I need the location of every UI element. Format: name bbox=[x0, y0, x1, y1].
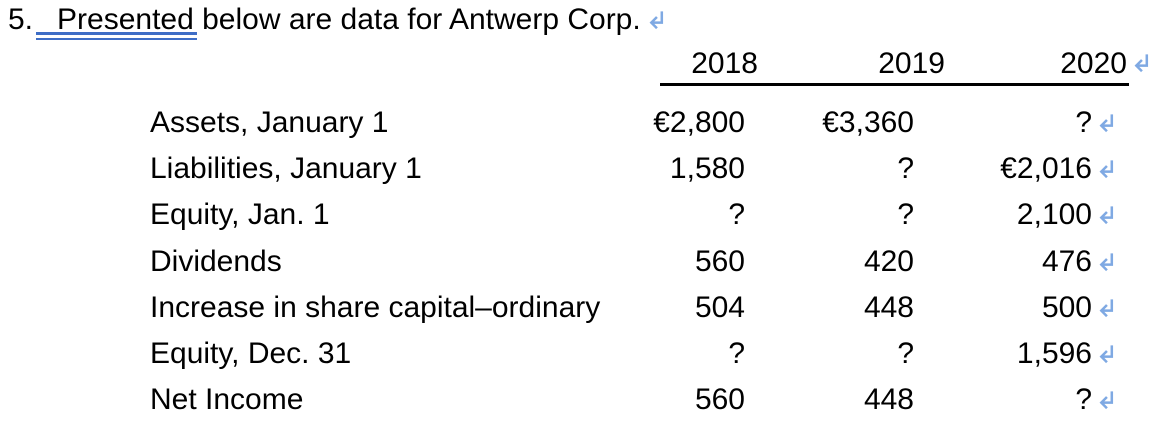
table-row: Net Income 560 448 ? bbox=[0, 377, 1154, 423]
cell-value: ? bbox=[728, 337, 745, 370]
cell-value: €2,016 bbox=[1000, 152, 1092, 186]
line-break-icon bbox=[1134, 54, 1149, 73]
cell-value: ? bbox=[1075, 106, 1092, 139]
question-number: 5. bbox=[8, 3, 34, 36]
row-label: Assets, January 1 bbox=[150, 106, 389, 139]
cell-value: 500 bbox=[1041, 290, 1092, 324]
question-title: 5. Presented below are data for Antwerp … bbox=[8, 0, 666, 40]
table-row: Assets, January 1 €2,800 €3,360 ? bbox=[0, 100, 1154, 146]
column-header: 2020 bbox=[1060, 47, 1127, 80]
line-break-icon bbox=[1099, 345, 1114, 364]
title-double-underline bbox=[36, 32, 197, 40]
question-text: Presented below are data for Antwerp Cor… bbox=[57, 3, 641, 36]
row-label: Dividends bbox=[150, 244, 282, 278]
line-break-icon bbox=[1099, 299, 1114, 317]
row-label: Liabilities, January 1 bbox=[150, 152, 422, 186]
table-header-rule bbox=[660, 83, 1129, 86]
cell-value: ? bbox=[897, 152, 914, 186]
column-header: 2018 bbox=[691, 47, 758, 80]
table-row: Liabilities, January 1 1,580 ? €2,016 bbox=[0, 146, 1154, 192]
line-break-icon bbox=[1099, 391, 1114, 410]
cell-value: ? bbox=[897, 198, 914, 232]
table-row: Equity, Jan. 1 ? ? 2,100 bbox=[0, 192, 1154, 238]
line-break-icon bbox=[1099, 253, 1114, 271]
cell-value: ? bbox=[897, 337, 914, 370]
table-row: Equity, Dec. 31 ? ? 1,596 bbox=[0, 331, 1154, 377]
cell-value: 420 bbox=[863, 244, 914, 278]
line-break-icon bbox=[649, 11, 663, 30]
row-label: Equity, Dec. 31 bbox=[150, 337, 352, 370]
column-header: 2019 bbox=[878, 47, 945, 80]
row-label: Net Income bbox=[150, 383, 304, 417]
cell-value: 560 bbox=[694, 383, 745, 417]
cell-value: 1,596 bbox=[1016, 337, 1092, 370]
cell-value: 476 bbox=[1041, 244, 1092, 278]
line-break-icon bbox=[1099, 160, 1114, 179]
cell-value: ? bbox=[1075, 383, 1092, 417]
line-break-icon bbox=[1099, 206, 1114, 225]
cell-value: 2,100 bbox=[1016, 198, 1092, 232]
cell-value: €3,360 bbox=[822, 106, 914, 139]
cell-value: 448 bbox=[863, 383, 914, 417]
table-row: Dividends 560 420 476 bbox=[0, 239, 1154, 285]
row-label: Increase in share capital–ordinary bbox=[150, 290, 601, 324]
table-row: Increase in share capital–ordinary 504 4… bbox=[0, 285, 1154, 331]
cell-value: 448 bbox=[863, 290, 914, 324]
cell-value: €2,800 bbox=[653, 106, 745, 139]
cell-value: 560 bbox=[694, 244, 745, 278]
line-break-icon bbox=[1099, 114, 1114, 133]
table-header-row: 2018 2019 2020 bbox=[0, 47, 1154, 80]
cell-value: ? bbox=[728, 198, 745, 232]
cell-value: 1,580 bbox=[669, 152, 745, 186]
row-label: Equity, Jan. 1 bbox=[150, 198, 330, 232]
cell-value: 504 bbox=[694, 290, 745, 324]
